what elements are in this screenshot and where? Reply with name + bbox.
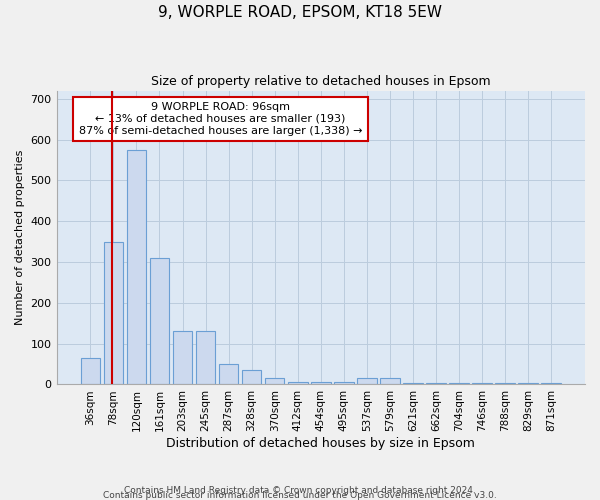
Bar (426, 383, 446, 384)
Bar (518, 383, 538, 384)
Text: 9, WORPLE ROAD, EPSOM, KT18 5EW: 9, WORPLE ROAD, EPSOM, KT18 5EW (158, 5, 442, 20)
Bar (496, 383, 515, 384)
Bar (449, 383, 469, 384)
Bar (173, 332, 193, 384)
Bar (80, 358, 100, 384)
Bar (149, 258, 169, 384)
Title: Size of property relative to detached houses in Epsom: Size of property relative to detached ho… (151, 75, 491, 88)
Bar (104, 242, 123, 384)
Y-axis label: Number of detached properties: Number of detached properties (15, 150, 25, 325)
Bar (541, 383, 561, 384)
Bar (196, 332, 215, 384)
Bar (265, 378, 284, 384)
Bar (311, 382, 331, 384)
Bar (380, 378, 400, 384)
Text: Contains HM Land Registry data © Crown copyright and database right 2024.: Contains HM Land Registry data © Crown c… (124, 486, 476, 495)
Bar (403, 383, 423, 384)
Bar (219, 364, 238, 384)
Bar (242, 370, 262, 384)
X-axis label: Distribution of detached houses by size in Epsom: Distribution of detached houses by size … (166, 437, 475, 450)
Bar (472, 383, 492, 384)
Bar (127, 150, 146, 384)
Bar (357, 378, 377, 384)
Bar (334, 382, 353, 384)
Bar (288, 382, 308, 384)
Text: Contains public sector information licensed under the Open Government Licence v3: Contains public sector information licen… (103, 491, 497, 500)
Text: 9 WORPLE ROAD: 96sqm
← 13% of detached houses are smaller (193)
87% of semi-deta: 9 WORPLE ROAD: 96sqm ← 13% of detached h… (79, 102, 362, 136)
